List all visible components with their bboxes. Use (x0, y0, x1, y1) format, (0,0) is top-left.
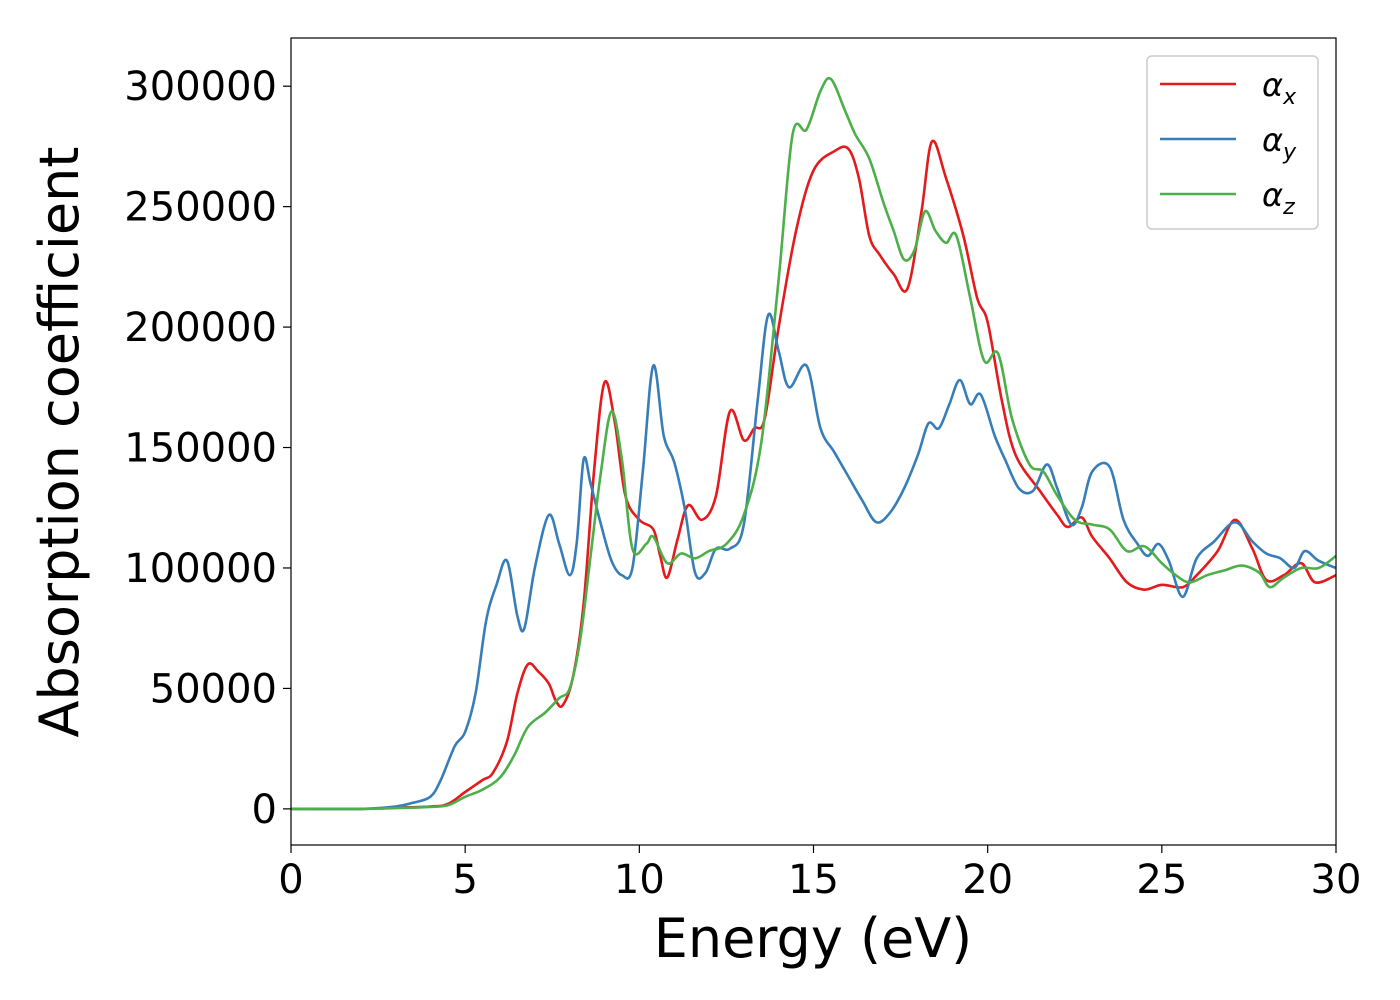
y-tick-label: 0 (252, 787, 277, 833)
series-layer (291, 76, 1336, 811)
x-tick-label: 30 (1311, 857, 1362, 903)
series-line-x (291, 139, 1336, 811)
series-line-z (291, 76, 1336, 811)
y-tick-label: 300000 (124, 64, 277, 110)
x-tick-label: 5 (452, 857, 477, 903)
x-axis-label: Energy (eV) (654, 907, 973, 970)
x-axis: 0 5 10 15 20 25 30 (278, 845, 1361, 903)
legend-label-z: αz (1262, 176, 1295, 220)
x-tick-label: 10 (614, 857, 665, 903)
y-tick-label: 200000 (124, 305, 277, 351)
x-tick-label: 0 (278, 857, 303, 903)
y-tick-label: 150000 (124, 426, 277, 472)
x-tick-label: 25 (1136, 857, 1187, 903)
y-tick-label: 250000 (124, 185, 277, 231)
series-line-y (291, 312, 1336, 811)
y-tick-label: 50000 (150, 666, 277, 712)
y-axis-label: Absorption coefficient (28, 147, 91, 738)
x-tick-label: 20 (962, 857, 1013, 903)
legend-box (1146, 55, 1319, 230)
x-tick-label: 15 (788, 857, 839, 903)
y-axis: 0 50000 100000 150000 200000 250000 300000 (124, 64, 291, 833)
y-tick-label: 100000 (124, 546, 277, 592)
